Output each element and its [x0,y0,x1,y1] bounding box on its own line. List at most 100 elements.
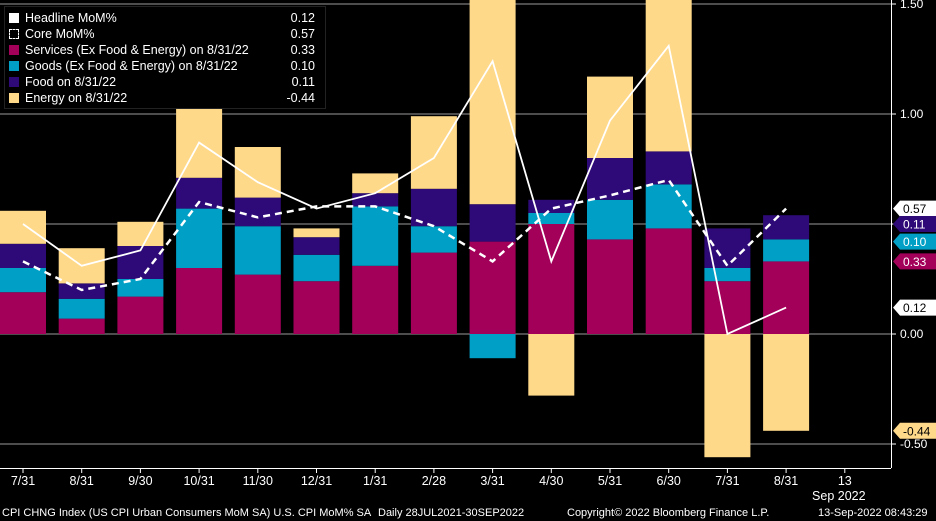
legend-label-headline: Headline MoM% [25,11,117,25]
last-value-tag-4 [893,299,936,316]
bar-0-3 [176,268,223,334]
bar-2-13 [763,215,810,240]
chart-canvas: 1.501.000.500.00-0.507/318/319/3010/3111… [0,0,936,503]
bar-3-6 [352,173,399,194]
last-value-tag-5 [893,422,936,439]
x-tick-label-10: 5/31 [598,474,622,488]
x-tick-label-day: 13 [838,474,852,488]
x-tick-label-month: Sep 2022 [812,489,866,503]
last-value-tag-1 [893,216,936,232]
footer: CPI CHNG Index (US CPI Urban Consumers M… [0,505,936,521]
bar-2-4 [234,197,281,227]
bar-2-2 [117,246,164,279]
legend-swatch-core [9,29,19,39]
bar-0-11 [645,228,692,334]
legend-label-core: Core MoM% [25,27,95,41]
bar-0-5 [293,281,340,334]
bar-0-6 [352,265,399,334]
bar-0-2 [117,296,164,334]
legend-value-goods: 0.10 [290,59,315,73]
x-tick-label-9: 4/30 [539,474,563,488]
legend-label-food: Food on 8/31/22 [25,75,117,89]
bar-2-8 [469,204,516,242]
last-value-tag-2 [893,233,936,250]
bar-3-11 [645,0,692,152]
legend-label-services: Services (Ex Food & Energy) on 8/31/22 [25,43,249,57]
last-value-label-0: 0.57 [903,202,927,216]
bar-3-10 [587,76,633,158]
x-tick-label-13: 8/31 [774,474,798,488]
bar-3-0 [0,210,46,244]
bar-1-0 [0,268,46,293]
x-tick-label-0: 7/31 [11,474,35,488]
x-tick-label-7: 2/28 [422,474,446,488]
bar-0-0 [0,292,46,334]
bar-1-11 [645,184,692,229]
x-tick-label-2: 9/30 [128,474,152,488]
x-tick-label-8: 3/31 [480,474,504,488]
legend-goods: Goods (Ex Food & Energy) on 8/31/22 0.10 [9,58,321,74]
bar-1-9 [528,213,575,224]
bar-2-11 [645,151,692,185]
bar-3-12 [704,334,751,458]
bar-0-9 [528,224,575,334]
series-line-1 [22,178,787,292]
footer-source: CPI CHNG Index (US CPI Urban Consumers M… [2,507,372,519]
x-tick-label-3: 10/31 [183,474,214,488]
last-value-label-4: 0.12 [903,301,927,315]
y-tick-label-4: -0.50 [900,437,928,451]
footer-copyright: Copyright© 2022 Bloomberg Finance L.P. [567,507,770,519]
legend-swatch-services [9,45,19,55]
last-value-tag-0 [893,200,936,217]
bar-0-1 [58,318,105,334]
last-value-label-5: -0.44 [903,424,931,438]
legend-value-headline: 0.12 [290,11,315,25]
legend-energy: Energy on 8/31/22 -0.44 [9,90,321,106]
bar-2-9 [528,199,575,213]
bar-0-10 [587,239,633,334]
x-tick-label-1: 8/31 [70,474,94,488]
bar-0-4 [234,274,281,334]
bar-3-9 [528,334,575,396]
footer-timestamp: 13-Sep-2022 08:43:29 [818,507,928,519]
bar-3-13 [763,334,810,431]
legend-value-energy: -0.44 [286,91,316,105]
bar-1-1 [58,298,105,319]
y-tick-label-1: 1.00 [900,107,924,121]
bar-1-12 [704,268,751,282]
bar-2-10 [587,158,633,200]
legend-food: Food on 8/31/22 0.11 [9,74,321,90]
legend-value-services: 0.33 [290,43,315,57]
footer-range: Daily 28JUL2021-30SEP2022 [378,507,525,519]
y-tick-label-0: 1.50 [900,0,924,11]
bar-0-8 [469,241,516,334]
legend-value-core: 0.57 [290,27,315,41]
legend-label-goods: Goods (Ex Food & Energy) on 8/31/22 [25,59,238,73]
last-value-label-3: 0.33 [903,255,927,269]
bar-1-8 [469,334,516,359]
x-tick-label-12: 7/31 [715,474,739,488]
x-tick-label-11: 6/30 [657,474,681,488]
bar-0-7 [410,252,457,334]
bar-1-13 [763,239,810,262]
bar-2-5 [293,237,340,255]
x-tick-label-5: 12/31 [301,474,332,488]
bar-0-13 [763,261,810,334]
bar-1-6 [352,206,399,266]
y-tick-label-3: 0.00 [900,327,924,341]
bar-1-7 [410,226,457,253]
bar-1-4 [234,226,281,275]
bar-3-8 [469,0,516,205]
bar-3-3 [176,100,223,178]
bar-3-7 [410,116,457,189]
legend: Headline MoM% 0.12 Core MoM% 0.57 Services… [4,6,326,109]
x-tick-label-4: 11/30 [243,474,273,488]
legend-value-food: 0.11 [291,75,315,89]
last-value-label-2: 0.10 [903,235,927,249]
bar-2-6 [352,193,399,207]
bar-0-12 [704,281,751,334]
series-line-0 [22,43,787,336]
bar-2-12 [704,228,751,268]
bar-1-5 [293,254,340,282]
last-value-tag-3 [893,253,936,270]
